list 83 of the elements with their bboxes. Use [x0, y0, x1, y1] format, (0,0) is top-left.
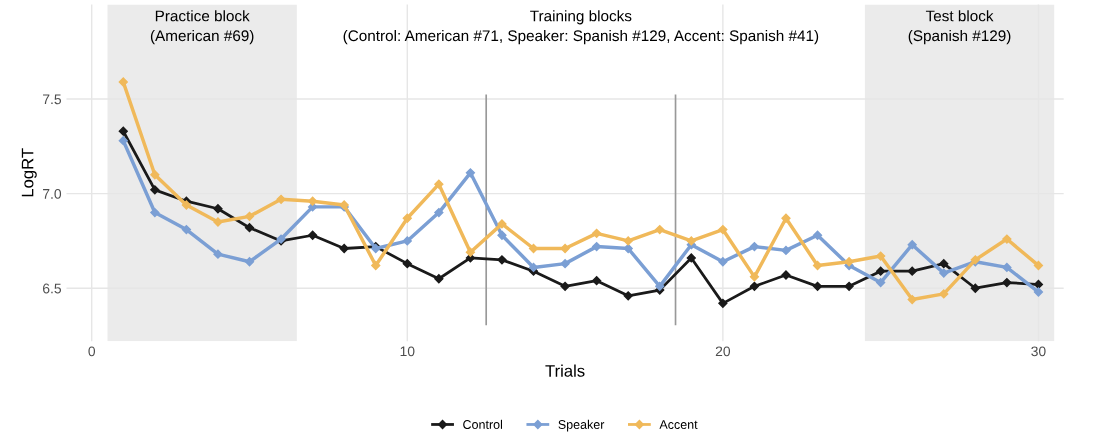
point [1002, 234, 1012, 244]
point [434, 274, 444, 284]
point [718, 298, 728, 308]
point [118, 77, 128, 87]
point [181, 224, 192, 235]
point [718, 257, 728, 267]
point [560, 281, 570, 291]
point [339, 243, 349, 254]
point [244, 211, 255, 221]
y-tick-label: 7.5 [43, 94, 62, 105]
point [308, 230, 318, 240]
point [686, 236, 696, 246]
point [1002, 277, 1012, 288]
legend-label: Speaker [558, 419, 605, 432]
point [308, 196, 318, 206]
point [844, 281, 854, 291]
point [781, 245, 791, 256]
point [592, 276, 602, 286]
point [907, 266, 917, 276]
point [276, 194, 286, 204]
point [939, 259, 949, 269]
point [150, 185, 160, 195]
point [876, 251, 886, 261]
point [749, 281, 760, 291]
point [560, 259, 570, 269]
point [497, 230, 507, 240]
point [1033, 279, 1044, 290]
point [812, 230, 823, 240]
point [655, 224, 665, 235]
point [655, 281, 665, 291]
point [371, 260, 381, 271]
legend-label: Accent [659, 420, 698, 429]
point [434, 207, 444, 218]
point [907, 294, 917, 305]
point [402, 236, 412, 246]
x-tick-label: 0 [88, 346, 96, 357]
point [1033, 287, 1044, 297]
legend-label: Control [463, 419, 503, 429]
y-tick-label: 6.5 [43, 283, 62, 294]
point [118, 136, 128, 146]
band-label: Practice block (American #69) [150, 10, 254, 45]
point [213, 249, 223, 259]
point [118, 126, 128, 136]
point [749, 241, 760, 252]
annotation: Training blocks (Control: American #71, Speaker: Spanish #129, Accent: Spanish #41) [343, 10, 819, 45]
point [939, 268, 949, 278]
point [181, 200, 192, 210]
point [970, 283, 980, 293]
point [150, 170, 160, 180]
point [434, 179, 444, 189]
point [213, 204, 223, 214]
y-tick-label: 7.0 [43, 188, 62, 199]
point [844, 257, 854, 267]
x-tick-label: 20 [715, 346, 731, 357]
point [623, 236, 633, 246]
point [686, 253, 696, 263]
point [749, 272, 760, 282]
point [1002, 262, 1012, 273]
x-tick-label: 10 [400, 346, 415, 357]
point [402, 213, 412, 223]
point [465, 247, 476, 257]
y-axis-title: LogRT [21, 148, 37, 197]
point [528, 262, 539, 273]
point [781, 213, 791, 223]
point [592, 228, 602, 238]
point [244, 257, 255, 267]
point [907, 240, 917, 250]
point [623, 291, 633, 301]
point [812, 281, 823, 291]
x-axis-title: Trials [545, 364, 585, 377]
point [876, 277, 886, 288]
point [402, 259, 412, 269]
point [718, 224, 728, 235]
point [876, 266, 886, 276]
point [150, 207, 160, 218]
point [939, 289, 949, 299]
x-tick-label: 30 [1031, 346, 1046, 357]
point [497, 219, 507, 229]
band-label: Test block (Spanish #129) [908, 10, 1011, 45]
point [497, 255, 507, 265]
point [560, 243, 570, 254]
point [465, 168, 476, 178]
point [244, 223, 255, 233]
